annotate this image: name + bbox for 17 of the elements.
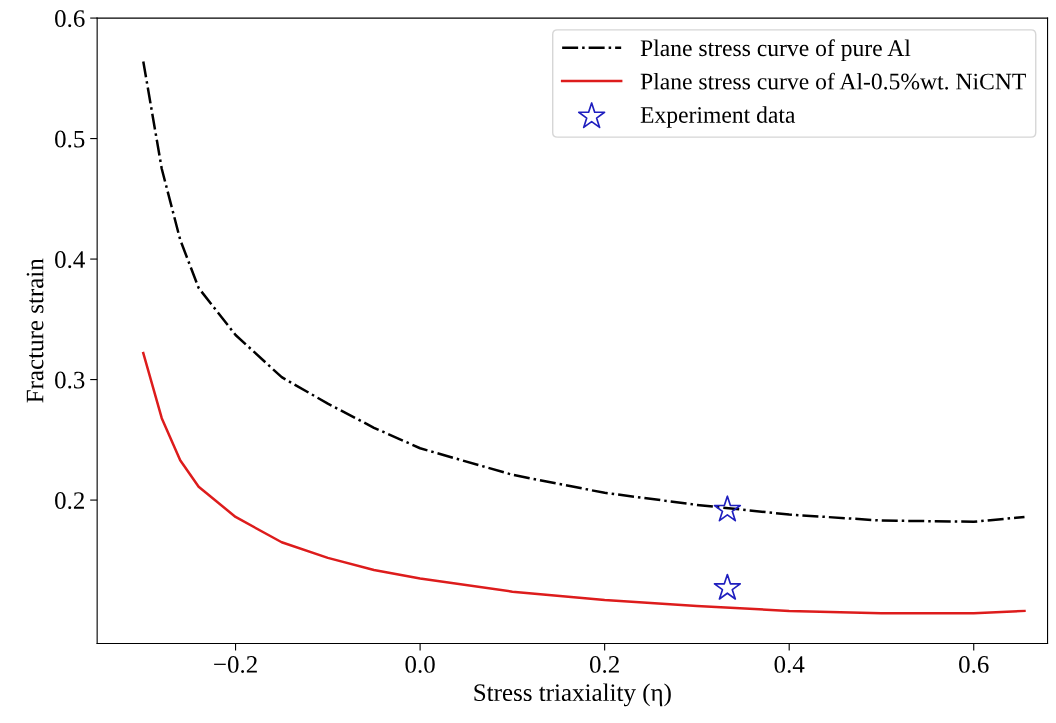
text: 0.0	[405, 656, 435, 673]
x-axis-title: Stress triaxiality (η)	[474, 683, 671, 707]
y-tick-label: 0.3	[55, 371, 85, 389]
x-tick-label: 0.2	[589, 656, 619, 673]
x-tick-label: 0.4	[774, 656, 805, 673]
x-tick-label: −0.2	[214, 656, 257, 673]
y-tick-label: 0.2	[55, 492, 84, 510]
legend-label: Plane stress curve of Al-0.5%wt. NiCNT	[640, 72, 1026, 90]
legend-label: Plane stress curve of pure Al	[640, 39, 911, 61]
line-series	[142, 351, 1026, 615]
y-axis-title: Fracture strain	[26, 258, 44, 403]
legend-label: Experiment data	[640, 106, 796, 128]
x-tick-label: 0.6	[959, 656, 989, 673]
y-tick-label: 0.5	[55, 130, 85, 148]
y-tick-label: 0.6	[55, 10, 85, 28]
y-tick-label: 0.4	[55, 251, 85, 269]
line-series	[142, 60, 1026, 524]
